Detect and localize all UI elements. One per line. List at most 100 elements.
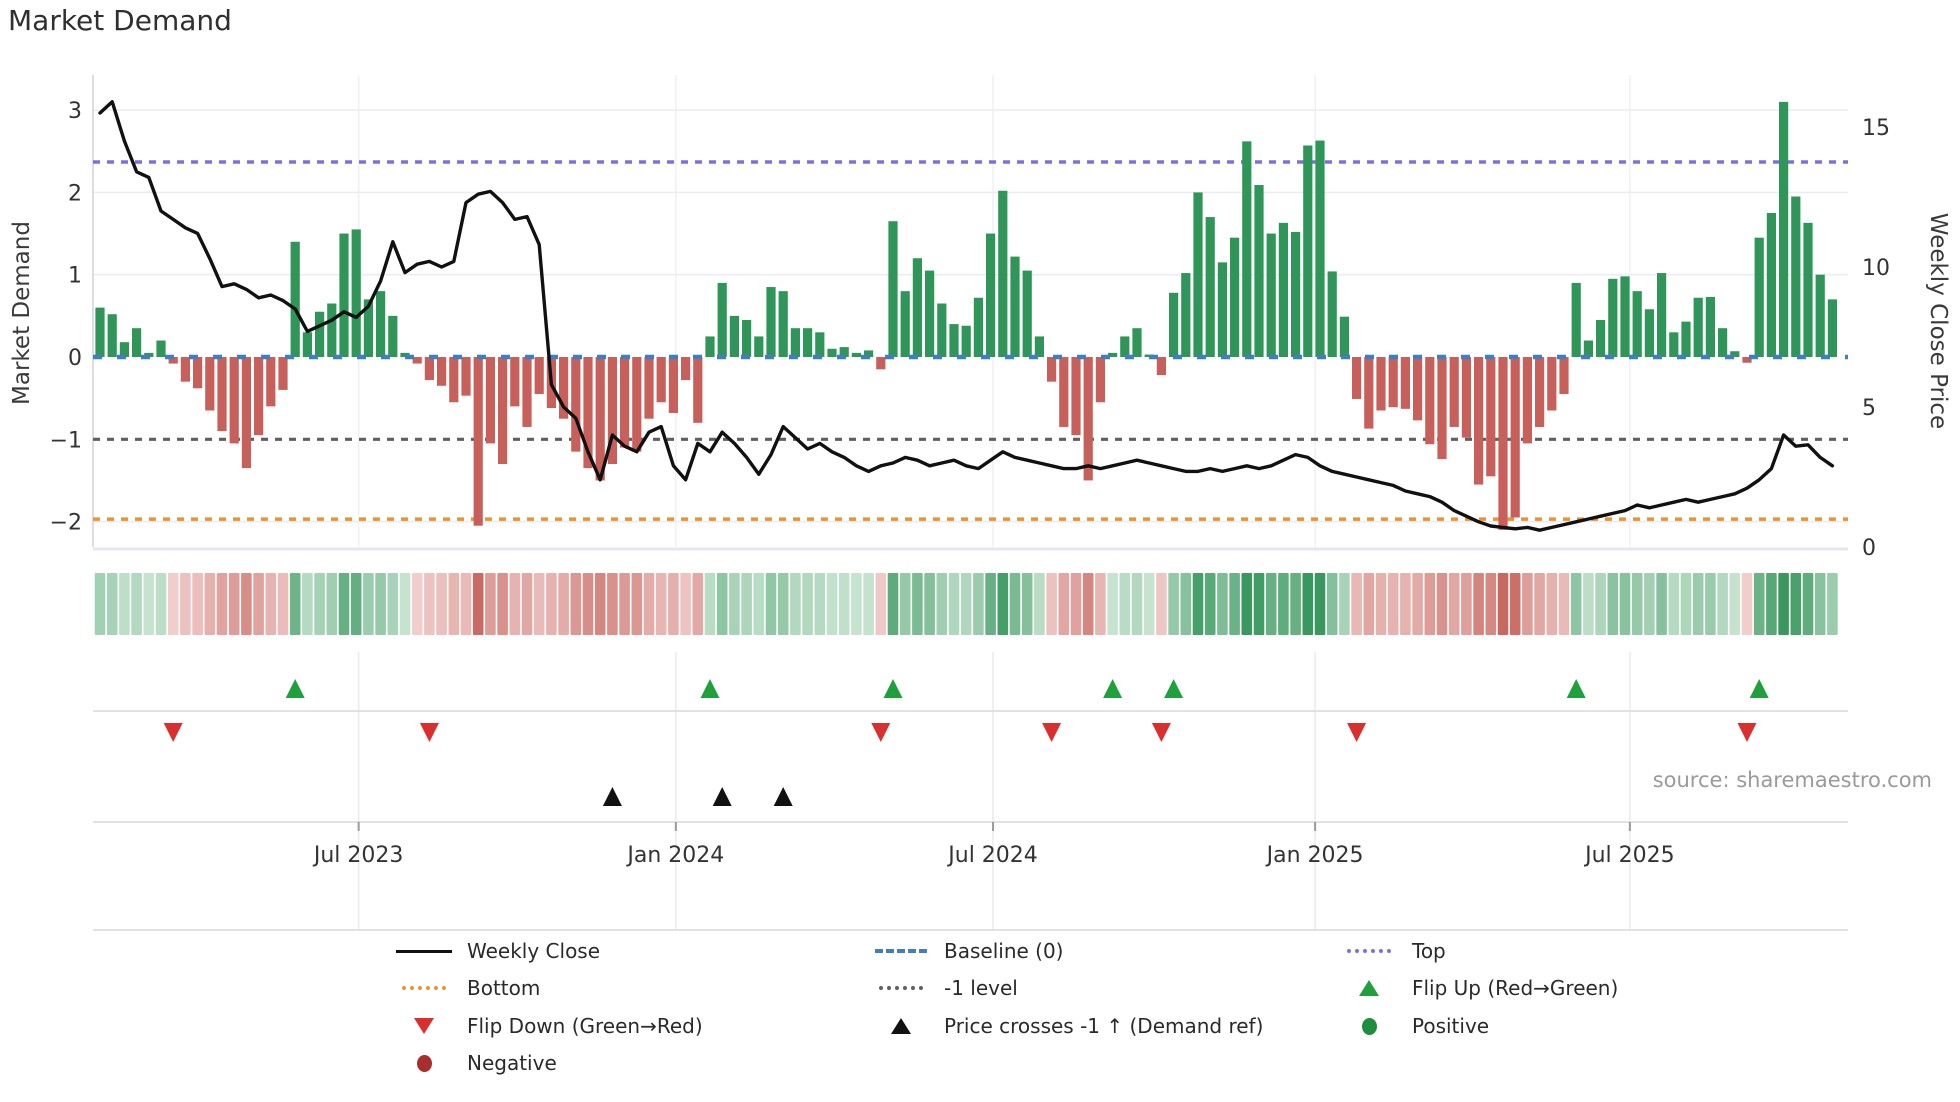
heatmap-cell (1412, 573, 1423, 635)
tri-up-green-swatch-icon (1340, 980, 1398, 996)
y-tick-label-right: 15 (1862, 116, 1890, 141)
legend-label: Flip Up (Red→Green) (1412, 976, 1619, 1000)
demand-bar-negative (1095, 357, 1105, 403)
demand-bar-negative (559, 357, 569, 419)
heatmap-cell (631, 573, 643, 635)
legend-item-circle-darkred: Negative (395, 1048, 557, 1078)
demand-bar-positive (1766, 212, 1776, 357)
legend-label: Negative (467, 1051, 557, 1075)
heatmap-cell (1400, 573, 1411, 635)
heatmap-cell (1497, 573, 1509, 635)
heatmap-cell (1546, 573, 1558, 635)
heatmap-cell (936, 573, 948, 635)
demand-bar-positive (864, 350, 874, 357)
legend-item-dot-purple: Top (1340, 936, 1446, 966)
heatmap-cell (1241, 573, 1253, 635)
y-tick-label-left: −1 (50, 428, 82, 453)
heatmap-cell (838, 573, 850, 635)
heatmap-cell (1351, 573, 1362, 635)
line-black-swatch-icon (395, 949, 453, 953)
dot-orange-swatch-icon (395, 986, 453, 990)
heatmap-cell (94, 573, 106, 635)
heatmap-cell (1461, 573, 1472, 635)
demand-bar-negative (1486, 357, 1496, 477)
demand-bar-positive (1217, 262, 1227, 357)
demand-bar-negative (1364, 357, 1374, 429)
heatmap-cell (1131, 573, 1143, 635)
demand-bar-negative (193, 357, 203, 389)
demand-bar-negative (1388, 357, 1398, 408)
heatmap-cell (680, 573, 691, 635)
flip-up-marker-icon (700, 679, 720, 698)
chart-legend: Weekly Close Baseline (0) Top Bottom -1 leve… (0, 0, 1960, 1075)
demand-bar-negative (510, 357, 520, 407)
demand-bar-positive (1791, 196, 1801, 357)
heatmap-cell (387, 573, 399, 635)
heatmap-cell (167, 573, 179, 635)
demand-bar-positive (1644, 309, 1654, 357)
demand-bar-positive (778, 291, 788, 357)
demand-bar-negative (1437, 357, 1447, 460)
demand-bar-negative (1449, 357, 1459, 427)
heatmap-cell (1583, 573, 1594, 635)
demand-bar-positive (1230, 237, 1240, 357)
heatmap-cell (1595, 573, 1606, 635)
price-cross-marker-icon (712, 787, 732, 806)
flip-down-marker-icon (1347, 723, 1367, 742)
legend-item-dot-orange: Bottom (395, 973, 540, 1003)
heatmap-cell (216, 573, 228, 635)
demand-bar-positive (754, 336, 764, 357)
demand-bar-negative (607, 357, 617, 464)
demand-bar-positive (1705, 296, 1715, 357)
demand-bar-negative (278, 357, 288, 390)
legend-item-circle-green: Positive (1340, 1011, 1489, 1041)
heatmap-cell (155, 573, 167, 635)
heatmap-cell (485, 573, 496, 635)
demand-bar-negative (217, 357, 227, 432)
demand-bar-positive (1169, 292, 1179, 357)
heatmap-cell (363, 573, 374, 635)
heatmap-cell (619, 573, 630, 635)
legend-label: Flip Down (Green→Red) (467, 1014, 703, 1038)
demand-bar-negative (583, 357, 593, 469)
heatmap-cell (1448, 573, 1460, 635)
legend-item-tri-down-red: Flip Down (Green→Red) (395, 1011, 703, 1041)
heatmap-cell (1619, 573, 1631, 635)
legend-item-dot-gray: -1 level (872, 973, 1018, 1003)
heatmap-cell (411, 573, 423, 635)
x-tick-label: Jul 2025 (1583, 843, 1675, 868)
circle-green-swatch-icon (1340, 1017, 1398, 1035)
demand-bar-positive (1022, 270, 1032, 357)
demand-bar-positive (1815, 274, 1825, 357)
demand-bar-negative (632, 357, 642, 452)
legend-label: Positive (1412, 1014, 1490, 1038)
heatmap-cell (509, 573, 521, 635)
source-credit: source: sharemaestro.com (1652, 768, 1932, 792)
demand-bar-negative (449, 357, 459, 403)
heatmap-cell (741, 573, 752, 635)
x-tick-label: Jul 2023 (312, 843, 404, 868)
heatmap-cell (204, 573, 216, 635)
demand-bar-positive (1730, 351, 1740, 357)
heatmap-cell (607, 573, 618, 635)
weekly-close-line (98, 100, 1835, 532)
demand-bar-negative (1425, 357, 1435, 445)
legend-label: Bottom (467, 976, 541, 1000)
heatmap-cell (1168, 573, 1179, 635)
demand-bar-positive (925, 270, 935, 357)
demand-bar-negative (522, 357, 532, 427)
demand-bar-positive (961, 325, 971, 357)
heatmap-cell (1143, 573, 1155, 635)
legend-label: Top (1412, 939, 1446, 963)
heatmap-cell (875, 573, 887, 635)
demand-bar-negative (412, 357, 422, 364)
heatmap-cell (399, 573, 411, 635)
heatmap-cell (973, 573, 984, 635)
demand-bar-negative (656, 357, 666, 403)
dot-purple-swatch-icon (1340, 949, 1398, 953)
flip-down-marker-icon (1737, 723, 1757, 742)
dash-blue-swatch-icon (872, 949, 930, 953)
demand-bar-negative (534, 357, 544, 395)
x-tick-label: Jul 2024 (946, 843, 1038, 868)
